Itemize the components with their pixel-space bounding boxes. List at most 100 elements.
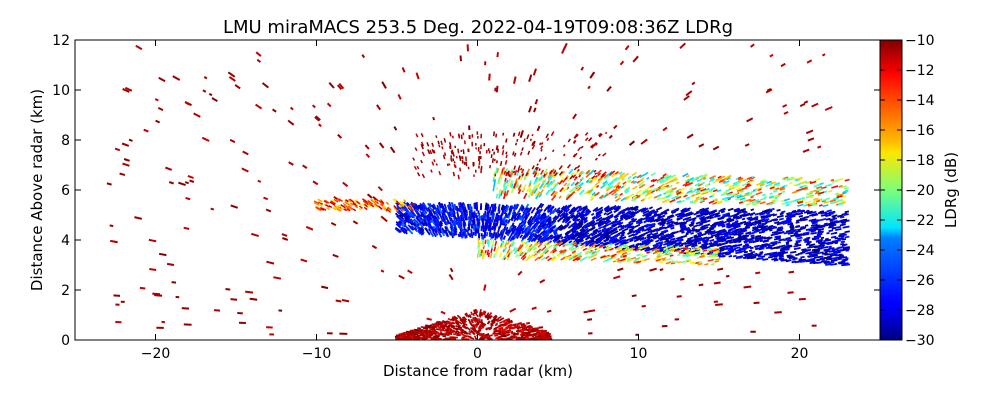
ldr-point	[332, 206, 337, 211]
ldr-point	[763, 236, 771, 240]
ldr-point	[443, 203, 447, 209]
ldr-point	[365, 153, 371, 158]
ldr-point	[447, 322, 453, 326]
ldr-point	[705, 215, 710, 219]
ldr-point	[717, 267, 724, 271]
ldr-point	[412, 202, 417, 207]
ldr-point	[440, 228, 444, 235]
ldr-point	[544, 243, 548, 247]
ldr-point	[589, 250, 595, 254]
ldr-point	[834, 225, 842, 229]
ldr-point	[780, 258, 785, 261]
ldr-point	[844, 178, 850, 182]
ldr-point	[513, 76, 517, 84]
ldr-point	[558, 195, 562, 199]
ldr-point	[785, 248, 790, 251]
ldr-point	[721, 196, 729, 201]
ldr-point	[421, 207, 425, 212]
ldr-point	[548, 209, 553, 213]
ldr-point	[577, 243, 582, 247]
ldr-point	[249, 297, 258, 301]
ldr-point	[671, 240, 677, 244]
ldr-point	[689, 252, 696, 256]
ldr-point	[578, 174, 582, 178]
ldr-point	[560, 236, 564, 240]
ldr-point	[680, 242, 687, 246]
ldr-point	[467, 223, 471, 231]
ldr-point	[542, 224, 548, 230]
ldr-point	[817, 191, 825, 195]
ldr-point	[640, 198, 645, 202]
ldr-point	[634, 207, 639, 212]
ldr-point	[340, 204, 346, 209]
ldr-point	[441, 327, 445, 330]
ldr-point	[187, 174, 194, 179]
ldr-point	[700, 208, 706, 212]
ldr-point	[498, 210, 501, 214]
ldr-point	[798, 181, 804, 185]
ldr-point	[656, 251, 660, 255]
ldr-point	[725, 188, 732, 192]
ldr-point	[404, 211, 411, 218]
ldr-point	[694, 182, 700, 187]
ldr-point	[635, 258, 639, 261]
ldr-point	[526, 248, 531, 254]
ldr-point	[464, 228, 468, 233]
ldr-point	[551, 219, 556, 224]
ldr-point	[737, 176, 742, 180]
ldr-point	[639, 241, 647, 246]
ldr-point	[817, 145, 822, 149]
ldr-point	[685, 207, 691, 211]
plot-background	[75, 40, 880, 340]
ldr-point	[537, 191, 541, 196]
ldr-point	[845, 257, 849, 260]
ldr-point	[545, 189, 551, 196]
ldr-point	[524, 203, 530, 210]
ldr-point	[567, 164, 571, 169]
ldr-point	[772, 218, 779, 222]
ldr-point	[646, 189, 652, 194]
ldr-point	[724, 198, 732, 203]
ldr-point	[541, 179, 545, 184]
ldr-point	[451, 222, 455, 227]
ldr-point	[533, 107, 537, 113]
ldr-point	[762, 258, 769, 261]
ldr-point	[618, 224, 623, 228]
ldr-point	[429, 225, 434, 231]
ldr-point	[521, 168, 525, 174]
ldr-point	[172, 75, 181, 81]
ldr-point	[550, 220, 556, 226]
ldr-point	[595, 210, 600, 215]
ldr-point	[759, 236, 764, 239]
ldr-point	[464, 313, 469, 318]
ldr-point	[528, 326, 534, 329]
ldr-point	[693, 212, 699, 216]
ldr-point	[726, 192, 731, 196]
ldr-point	[615, 197, 621, 202]
ldr-point	[543, 247, 548, 253]
ldr-point	[803, 238, 809, 242]
ldr-point	[668, 214, 675, 219]
ldr-point	[645, 248, 653, 252]
ldr-point	[588, 169, 595, 176]
data-points-layer	[106, 42, 851, 340]
ldr-point	[798, 297, 806, 301]
ldr-point	[474, 316, 477, 320]
ldr-point	[776, 208, 781, 212]
ldr-point	[287, 119, 295, 126]
ldr-point	[632, 185, 638, 190]
ldr-point	[814, 178, 821, 182]
ldr-point	[463, 330, 467, 333]
ldr-point	[464, 323, 468, 327]
ldr-point	[752, 231, 757, 234]
ldr-point	[762, 222, 767, 226]
ldr-point	[380, 200, 385, 205]
ldr-point	[580, 245, 585, 249]
ldr-point	[706, 215, 712, 220]
ldr-point	[803, 218, 808, 222]
ldr-point	[811, 248, 819, 252]
ldr-point	[493, 253, 496, 259]
ldr-point	[694, 249, 700, 253]
ldr-point	[743, 247, 747, 251]
ldr-point	[779, 187, 786, 191]
